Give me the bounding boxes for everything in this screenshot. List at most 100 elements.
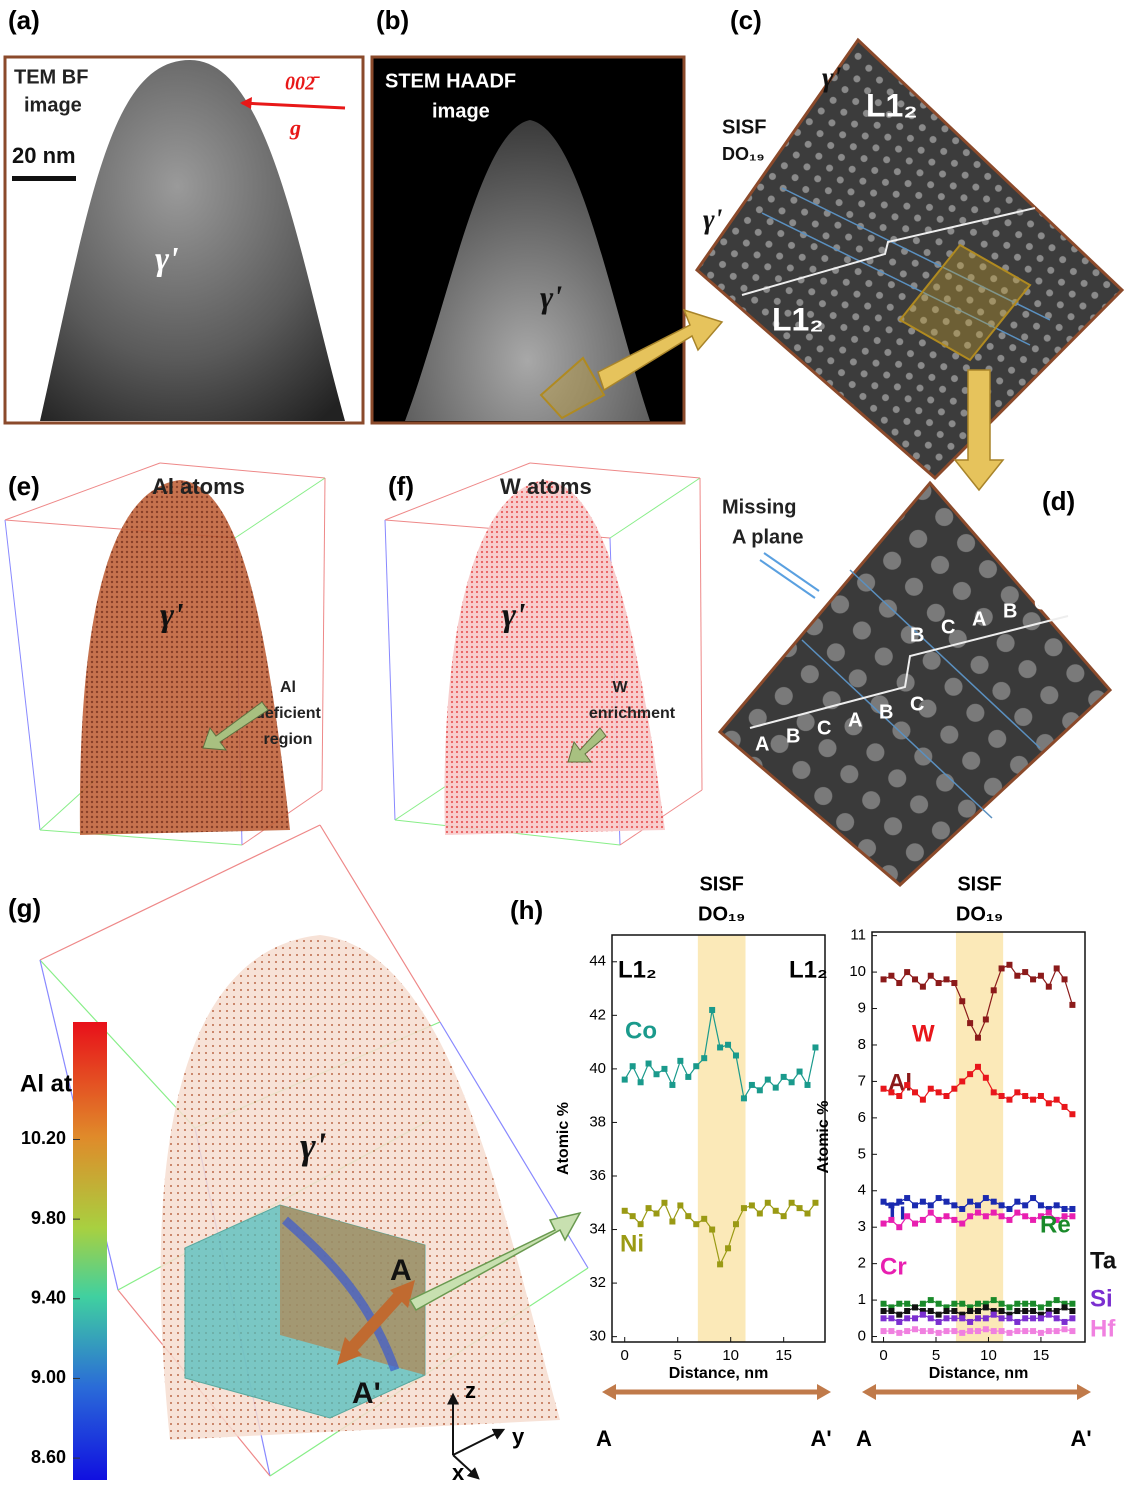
decoration (700, 478, 702, 790)
data-point (622, 1077, 628, 1083)
data-point (654, 1071, 660, 1077)
data-point (928, 1315, 934, 1321)
series-label: Co (625, 1017, 657, 1044)
apt-reconstruction (444, 480, 665, 835)
data-point (936, 980, 942, 986)
y-tick-label: 9 (858, 1000, 866, 1017)
data-point (912, 976, 918, 982)
x-axis-label: Distance, nm (669, 1365, 769, 1382)
data-point (630, 1213, 636, 1219)
data-point (928, 1086, 934, 1092)
y-tick-label: 3 (858, 1218, 866, 1235)
data-point (967, 1308, 973, 1314)
panel-title: Al atoms (152, 474, 245, 499)
data-point (1069, 1301, 1075, 1307)
data-point (975, 1315, 981, 1321)
data-point (896, 1330, 902, 1336)
data-point (1030, 1308, 1036, 1314)
data-point (999, 1093, 1005, 1099)
data-point (920, 1217, 926, 1223)
data-point (983, 1315, 989, 1321)
x-tick-label: 10 (722, 1347, 739, 1364)
axis-name: z (465, 1378, 476, 1403)
data-point (928, 973, 934, 979)
data-point (983, 1326, 989, 1332)
data-point (1038, 973, 1044, 979)
structure-label: L1₂ (866, 87, 918, 123)
data-point (789, 1200, 795, 1206)
phase-label: γ' (160, 597, 184, 634)
data-point (654, 1210, 660, 1216)
data-point (1014, 1319, 1020, 1325)
data-point (1046, 1301, 1052, 1307)
data-point (975, 1301, 981, 1307)
data-point (1022, 1315, 1028, 1321)
data-point (967, 1213, 973, 1219)
data-point (717, 1044, 723, 1050)
data-point (983, 1195, 989, 1201)
phase-label: γ' (822, 62, 842, 93)
colorbar-tick-label: 8.60 (31, 1447, 66, 1467)
data-point (912, 1304, 918, 1310)
data-point (959, 1078, 965, 1084)
data-point (959, 1330, 965, 1336)
data-point (920, 1312, 926, 1318)
decoration (40, 960, 195, 1128)
y-tick-label: 2 (858, 1255, 866, 1272)
data-point (936, 1330, 942, 1336)
data-point (1062, 976, 1068, 982)
panel-title: W atoms (500, 474, 592, 499)
data-point (781, 1074, 787, 1080)
data-point (773, 1208, 779, 1214)
data-point (912, 1326, 918, 1332)
data-point (975, 1210, 981, 1216)
band-label: SISF (957, 873, 1001, 895)
data-point (1022, 1328, 1028, 1334)
data-point (1054, 1202, 1060, 1208)
colorbar-tick-label: 9.40 (31, 1288, 66, 1308)
data-point (896, 1312, 902, 1318)
data-point (1006, 1217, 1012, 1223)
data-point (999, 1301, 1005, 1307)
data-point (991, 1297, 997, 1303)
data-point (1038, 1093, 1044, 1099)
data-point (999, 1315, 1005, 1321)
data-point (1006, 1330, 1012, 1336)
phase-label: γ' (703, 204, 723, 235)
data-point (1038, 1330, 1044, 1336)
data-point (920, 984, 926, 990)
y-tick-label: 6 (858, 1109, 866, 1126)
data-point (669, 1219, 675, 1225)
colorbar-ticks: 10.209.809.409.008.60 (21, 1128, 80, 1467)
data-point (920, 1097, 926, 1103)
x-tick-label: 5 (674, 1347, 682, 1364)
panel-title: image (24, 94, 82, 116)
data-point (912, 1202, 918, 1208)
panel-title: STEM HAADF (385, 70, 516, 92)
data-point (797, 1069, 803, 1075)
data-point (741, 1205, 747, 1211)
data-point (881, 1328, 887, 1334)
y-tick-label: 36 (589, 1167, 606, 1184)
y-tick-label: 0 (858, 1328, 866, 1345)
decoration (5, 520, 40, 830)
decoration (322, 478, 325, 790)
data-point (943, 1213, 949, 1219)
y-tick-label: 38 (589, 1113, 606, 1130)
data-point (959, 1206, 965, 1212)
data-point (1030, 1301, 1036, 1307)
y-tick-label: 44 (589, 953, 606, 970)
series-label: Cr (880, 1253, 907, 1280)
data-point (1046, 1328, 1052, 1334)
profile-end: A (856, 1426, 872, 1451)
data-point (951, 1217, 957, 1223)
data-point (1006, 1304, 1012, 1310)
note: W (612, 679, 628, 696)
data-point (967, 1199, 973, 1205)
decoration (235, 478, 325, 538)
data-point (1038, 1202, 1044, 1208)
data-point (765, 1077, 771, 1083)
data-point (991, 1328, 997, 1334)
data-point (936, 1195, 942, 1201)
data-point (765, 1200, 771, 1206)
